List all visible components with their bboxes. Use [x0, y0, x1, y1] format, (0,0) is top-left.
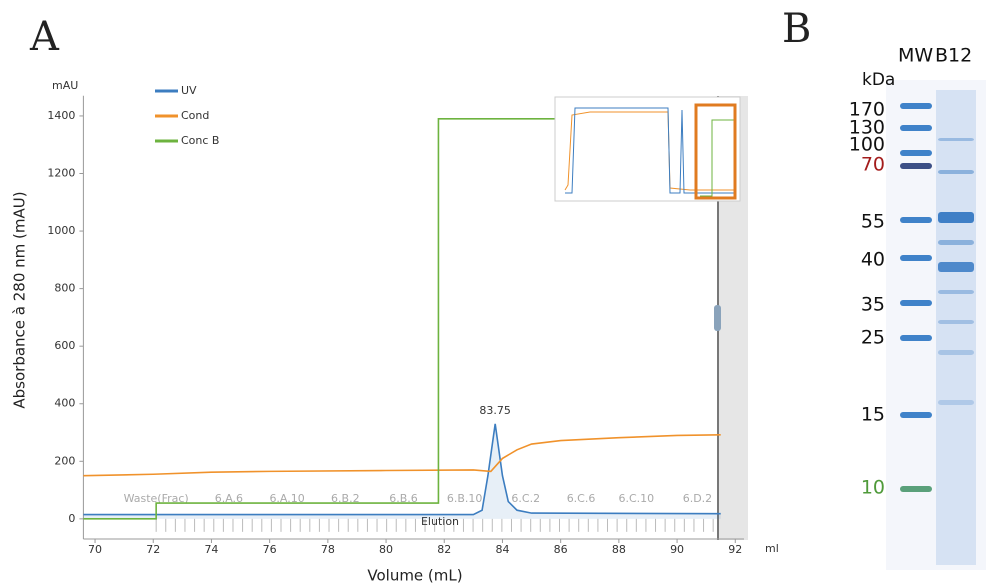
sample-band: [938, 350, 974, 355]
fraction-label: Waste(Frac): [124, 492, 189, 505]
marker-label: 100: [849, 134, 885, 156]
marker-band: [900, 255, 932, 261]
x-tick-label: 78: [321, 543, 335, 556]
x-tick-label: 88: [612, 543, 626, 556]
inset-zoom: [694, 103, 737, 200]
marker-band: [900, 163, 932, 169]
marker-label: 40: [861, 249, 885, 271]
marker-band: [900, 103, 932, 109]
sample-band: [938, 170, 974, 174]
marker-band: [900, 412, 932, 418]
y-tick-label: 400: [54, 397, 75, 410]
fraction-label: 6.C.10: [618, 492, 654, 505]
inset-line: [565, 107, 735, 194]
x-tick-label: 74: [204, 543, 218, 556]
x-tick-label: 90: [670, 543, 684, 556]
elution-label: Elution: [421, 515, 459, 528]
fraction-label: 6.B.6: [389, 492, 418, 505]
marker-label: 25: [861, 327, 885, 349]
marker-band: [900, 300, 932, 306]
fraction-label: 6.C.2: [511, 492, 540, 505]
x-unit: ml: [765, 542, 779, 555]
lane-label: B12: [935, 45, 972, 67]
legend-label: UV: [181, 84, 197, 97]
inset-line: [700, 119, 735, 197]
y-tick-label: 800: [54, 282, 75, 295]
y-tick-label: 0: [68, 512, 75, 525]
unit-label: kDa: [862, 70, 895, 90]
panel-label: B: [782, 6, 811, 52]
x-tick-label: 86: [554, 543, 568, 556]
y-tick-label: 1200: [47, 167, 75, 180]
marker-band: [900, 217, 932, 223]
inset: [554, 96, 741, 202]
series-line: [83, 434, 721, 477]
sample-band: [938, 240, 974, 245]
legend-label: Cond: [181, 109, 209, 122]
lane-label: MW: [898, 45, 933, 67]
marker-label: 35: [861, 294, 885, 316]
marker-band: [900, 150, 932, 156]
series-line: [83, 423, 721, 516]
panel-label: A: [29, 14, 60, 60]
y-axis-title: Absorbance à 280 nm (mAU): [11, 191, 29, 408]
peak-label: 83.75: [479, 404, 511, 417]
x-tick-label: 72: [146, 543, 160, 556]
lane: [936, 90, 976, 565]
inset-box: [554, 96, 741, 202]
x-tick-label: 76: [263, 543, 277, 556]
sample-band: [938, 212, 974, 223]
y-tick-label: 600: [54, 339, 75, 352]
x-tick-label: 84: [495, 543, 509, 556]
x-tick-label: 92: [728, 543, 742, 556]
x-axis-title: Volume (mL): [367, 567, 462, 585]
series-line: [83, 118, 555, 520]
sample-band: [938, 320, 974, 324]
fraction-label: 6.C.6: [567, 492, 596, 505]
fraction-label: 6.B.10: [447, 492, 483, 505]
sample-band: [938, 262, 974, 272]
marker-label: 10: [861, 477, 885, 499]
marker-label: 55: [861, 211, 885, 233]
y-tick-label: 1000: [47, 224, 75, 237]
sample-band: [938, 400, 974, 405]
y-tick-label: 1400: [47, 109, 75, 122]
y-tick-label: 200: [54, 454, 75, 467]
marker-label: 130: [849, 117, 885, 139]
x-tick-label: 80: [379, 543, 393, 556]
fraction-label: 6.A.10: [269, 492, 304, 505]
inset-line: [564, 111, 735, 191]
legend-label: Conc B: [181, 134, 219, 147]
marker-label: 70: [861, 154, 885, 176]
marker-band: [900, 125, 932, 131]
fraction-label: 6.B.2: [331, 492, 360, 505]
fraction-label: 6.A.6: [215, 492, 243, 505]
marker-band: [900, 486, 932, 492]
marker-label: 15: [861, 404, 885, 426]
x-tick-label: 82: [437, 543, 451, 556]
marker-band: [900, 335, 932, 341]
sample-band: [938, 290, 974, 294]
y-unit: mAU: [52, 79, 78, 92]
sample-band: [938, 138, 974, 141]
handle: [714, 305, 721, 331]
x-tick-label: 70: [88, 543, 102, 556]
marker-label: 170: [849, 99, 885, 121]
fraction-label: 6.D.2: [683, 492, 712, 505]
